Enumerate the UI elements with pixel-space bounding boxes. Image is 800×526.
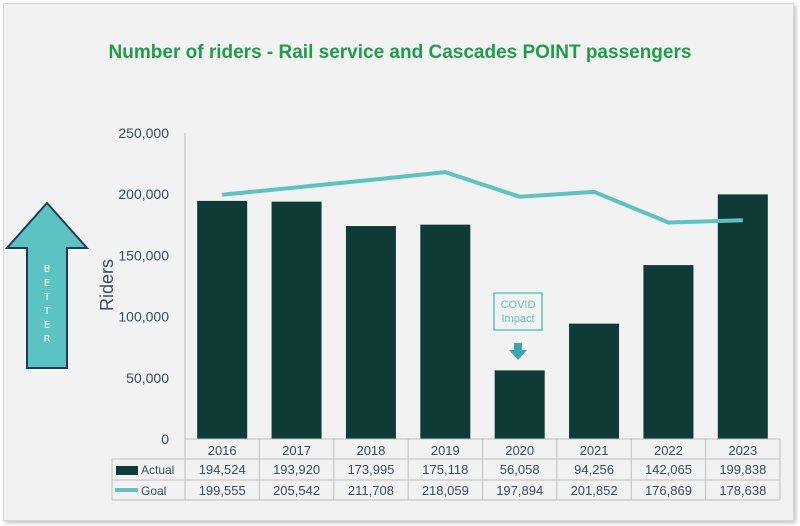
data-label-goal: 211,708 — [348, 483, 394, 498]
data-label-actual: 173,995 — [347, 462, 394, 477]
bar-2020 — [494, 370, 545, 439]
data-label-actual: 94,256 — [574, 462, 614, 477]
goal-line — [222, 170, 743, 225]
better-letter: T — [43, 292, 51, 303]
better-letter: T — [43, 306, 51, 317]
data-label-actual: 194,524 — [199, 462, 246, 477]
data-label-goal: 218,059 — [422, 483, 469, 498]
covid-text-line1: COVID — [501, 299, 536, 311]
data-label-actual: 142,065 — [645, 462, 692, 477]
data-label-goal: 199,555 — [199, 483, 246, 498]
legend-key-actual — [116, 466, 138, 475]
covid-down-arrow-icon — [509, 343, 527, 360]
category-label: 2019 — [431, 443, 460, 458]
chart-title: Number of riders - Rail service and Casc… — [108, 42, 692, 63]
bar-2016 — [197, 200, 248, 439]
y-tick-label: 200,000 — [118, 186, 169, 202]
bar-2017 — [271, 201, 322, 439]
bar-2022 — [643, 265, 694, 439]
category-label: 2020 — [505, 443, 534, 458]
data-label-actual: 175,118 — [422, 462, 468, 477]
y-tick-label: 100,000 — [118, 309, 169, 325]
category-label: 2018 — [356, 443, 385, 458]
data-label-goal: 201,852 — [571, 483, 618, 498]
data-label-actual: 193,920 — [273, 462, 320, 477]
covid-annotation: COVID Impact — [493, 292, 543, 360]
better-arrow-shape — [4, 201, 90, 369]
bar-2018 — [345, 226, 396, 439]
y-tick-label: 250,000 — [118, 125, 169, 141]
y-axis-label: Riders — [97, 259, 117, 311]
better-letter: E — [44, 278, 50, 289]
data-label-goal: 176,869 — [645, 483, 692, 498]
category-label: 2023 — [728, 443, 757, 458]
better-letter: B — [44, 264, 51, 275]
data-label-goal: 197,894 — [496, 483, 543, 498]
data-label-goal: 178,638 — [719, 483, 766, 498]
data-label-actual: 199,838 — [719, 462, 766, 477]
data-table: 2016 2017 2018 2019 2020 2021 2022 2023 Actual Go… — [111, 438, 781, 501]
y-tick-label: 50,000 — [126, 370, 169, 386]
bars — [197, 194, 768, 439]
y-tick-label: 150,000 — [118, 247, 169, 263]
better-letter: R — [44, 334, 51, 345]
bar-2021 — [569, 323, 620, 439]
category-label: 2016 — [208, 443, 237, 458]
category-label: 2022 — [654, 443, 683, 458]
covid-text-line2: Impact — [501, 313, 534, 325]
category-label: 2021 — [580, 443, 609, 458]
bar-2019 — [420, 224, 471, 439]
legend-label-actual: Actual — [141, 463, 174, 477]
legend-label-goal: Goal — [141, 484, 166, 498]
y-axis: 0 50,000 100,000 150,000 200,000 250,000 — [118, 125, 186, 447]
category-label: 2017 — [282, 443, 311, 458]
better-letter: E — [44, 320, 50, 331]
y-tick-label: 0 — [161, 431, 169, 447]
bar-2023 — [717, 194, 768, 439]
data-label-actual: 56,058 — [500, 462, 540, 477]
covid-box — [493, 292, 543, 331]
data-label-goal: 205,542 — [273, 483, 320, 498]
